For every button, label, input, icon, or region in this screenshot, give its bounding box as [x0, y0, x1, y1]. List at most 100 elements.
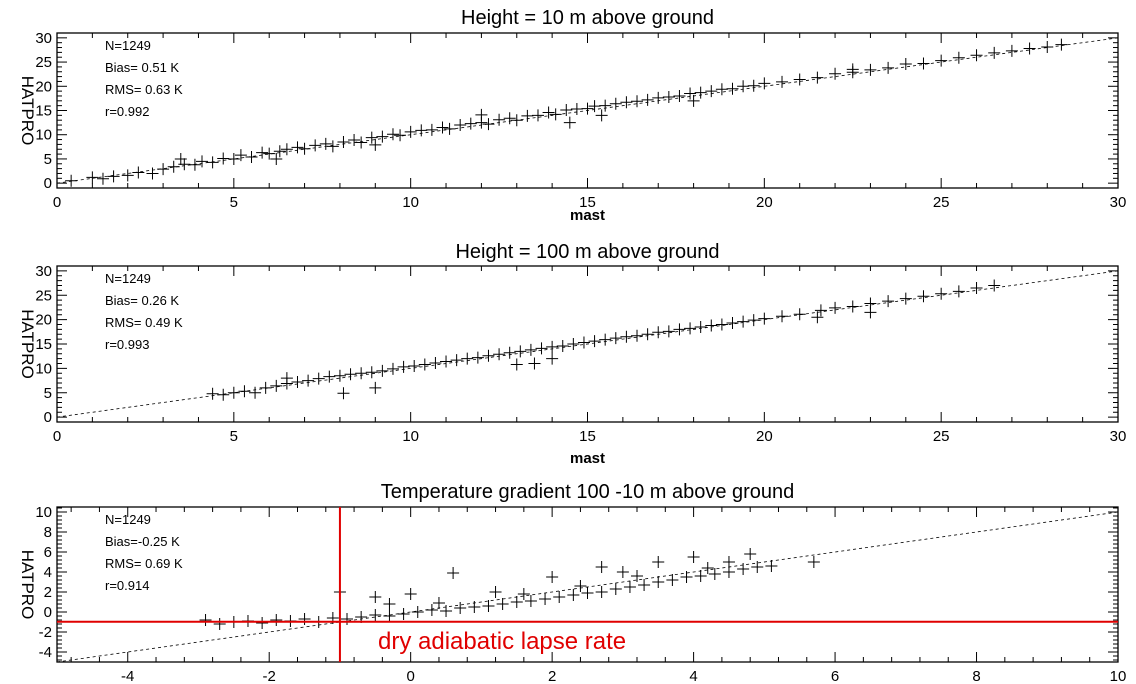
data-point	[581, 587, 594, 599]
data-point	[348, 134, 361, 147]
chart-title: Height = 10 m above ground	[461, 7, 714, 29]
x-tick-label: 5	[230, 428, 238, 445]
data-point	[234, 149, 247, 162]
y-tick-label: -2	[39, 624, 52, 641]
data-point	[270, 614, 283, 626]
data-point	[899, 292, 912, 305]
data-point	[397, 360, 410, 373]
y-tick-label: 5	[44, 385, 52, 402]
x-tick-label: 6	[831, 668, 839, 684]
data-point	[567, 338, 580, 350]
data-point	[1023, 42, 1036, 55]
data-point	[341, 613, 354, 625]
data-point	[86, 171, 99, 184]
data-point	[814, 304, 827, 317]
data-point	[174, 152, 187, 165]
data-point	[323, 370, 336, 383]
data-point	[539, 593, 552, 605]
data-point	[493, 348, 506, 361]
y-axis-label: HATPRO	[18, 309, 37, 379]
y-tick-label: 30	[35, 30, 52, 47]
data-point	[662, 90, 675, 103]
stat-text: Bias=-0.25 K	[105, 534, 180, 549]
data-point	[425, 123, 438, 136]
y-tick-label: 5	[44, 151, 52, 168]
data-point	[65, 174, 78, 187]
data-point	[588, 100, 601, 113]
x-tick-label: 25	[933, 428, 950, 445]
y-tick-label: 8	[44, 524, 52, 541]
data-point	[567, 589, 580, 601]
data-point	[638, 579, 651, 591]
data-point	[715, 318, 728, 331]
y-tick-label: 10	[35, 504, 52, 521]
data-point	[514, 345, 527, 358]
data-point	[599, 99, 612, 112]
data-point	[705, 85, 718, 98]
data-point	[882, 61, 895, 74]
data-point	[694, 570, 707, 582]
data-point	[355, 367, 368, 380]
data-point	[496, 598, 509, 610]
data-point	[217, 388, 230, 401]
y-tick-label: 15	[35, 103, 52, 120]
data-point	[319, 137, 332, 150]
y-tick-label: 30	[35, 263, 52, 280]
data-point	[751, 561, 764, 573]
chart-panel-2: Height = 100 m above ground 0 5 10 15 20 25 30 0…	[18, 241, 1126, 467]
stat-text: r=0.993	[105, 337, 149, 352]
data-point	[687, 551, 700, 563]
data-point	[595, 109, 608, 122]
data-point	[369, 591, 382, 603]
data-point	[776, 310, 789, 323]
data-point	[574, 580, 587, 592]
x-tick-label: 10	[1110, 668, 1127, 684]
chart-panel-3: Temperature gradient 100 -10 m above gro…	[18, 481, 1126, 684]
x-tick-label: 0	[406, 668, 414, 684]
data-point	[952, 285, 965, 298]
data-point	[747, 314, 760, 327]
chart-title: Temperature gradient 100 -10 m above gro…	[381, 481, 795, 503]
data-point	[298, 142, 311, 155]
data-point	[701, 562, 714, 574]
data-point	[662, 325, 675, 338]
data-point	[616, 566, 629, 578]
data-point	[631, 95, 644, 108]
data-point	[556, 339, 569, 352]
data-point	[461, 352, 474, 365]
data-point	[595, 586, 608, 598]
data-point	[641, 93, 654, 106]
data-point	[708, 568, 721, 580]
x-tick-label: 0	[53, 428, 61, 445]
x-tick-label: -2	[263, 668, 276, 684]
data-point	[196, 155, 209, 168]
data-point	[846, 300, 859, 313]
y-axis-label: HATPRO	[18, 550, 37, 620]
stat-text: N=1249	[105, 271, 151, 286]
data-point	[970, 49, 983, 62]
data-point	[270, 379, 283, 392]
data-point	[631, 570, 644, 582]
data-point	[245, 151, 258, 163]
stat-text: N=1249	[105, 38, 151, 53]
data-point	[970, 281, 983, 294]
data-point	[291, 141, 304, 154]
data-point	[528, 357, 541, 370]
data-point	[291, 376, 304, 389]
data-point	[510, 114, 523, 127]
y-tick-label: 15	[35, 336, 52, 353]
data-point	[631, 329, 644, 342]
data-point	[811, 311, 824, 324]
data-point	[535, 342, 548, 355]
x-tick-label: 30	[1110, 428, 1127, 445]
data-point	[829, 67, 842, 80]
data-point	[411, 606, 424, 618]
data-point	[178, 158, 191, 171]
data-point	[917, 57, 930, 70]
data-point	[468, 601, 481, 613]
data-point	[249, 386, 262, 399]
data-point	[454, 119, 467, 132]
data-point	[263, 147, 276, 160]
data-point	[386, 362, 399, 375]
data-point	[167, 160, 180, 173]
